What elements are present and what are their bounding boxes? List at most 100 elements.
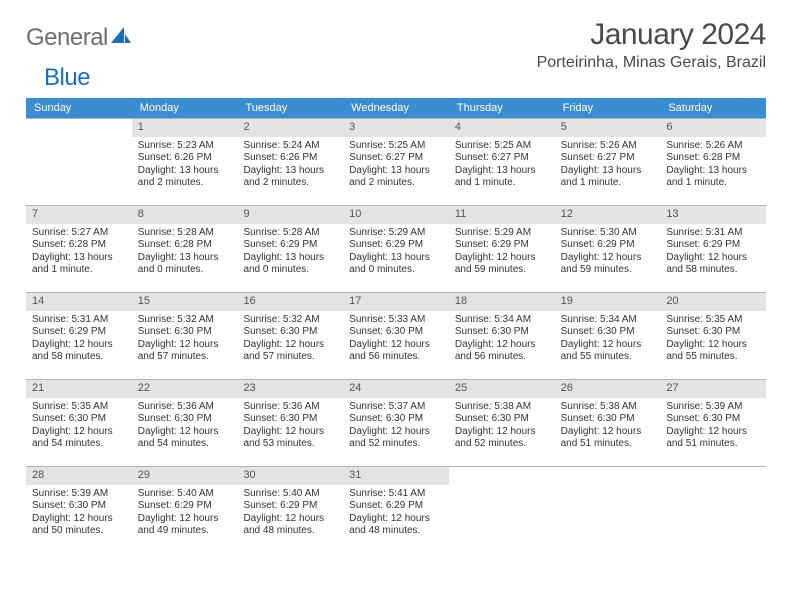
day-cell: 28Sunrise: 5:39 AMSunset: 6:30 PMDayligh… [26, 467, 132, 553]
daylight-text: Daylight: 12 hours and 52 minutes. [453, 426, 551, 451]
daylight-text: Daylight: 13 hours and 2 minutes. [241, 165, 339, 190]
sunset-text: Sunset: 6:26 PM [136, 152, 234, 165]
day-cell: 10Sunrise: 5:29 AMSunset: 6:29 PMDayligh… [343, 206, 449, 292]
day-cell: 8Sunrise: 5:28 AMSunset: 6:28 PMDaylight… [132, 206, 238, 292]
day-number: 9 [237, 206, 343, 224]
day-number [26, 119, 132, 137]
sunrise-text: Sunrise: 5:25 AM [347, 140, 445, 153]
day-cell: 15Sunrise: 5:32 AMSunset: 6:30 PMDayligh… [132, 293, 238, 379]
sunrise-text: Sunrise: 5:40 AM [136, 488, 234, 501]
sunrise-text: Sunrise: 5:26 AM [559, 140, 657, 153]
day-cell: 14Sunrise: 5:31 AMSunset: 6:29 PMDayligh… [26, 293, 132, 379]
day-number: 1 [132, 119, 238, 137]
daylight-text: Daylight: 12 hours and 59 minutes. [559, 252, 657, 277]
sunrise-text: Sunrise: 5:32 AM [241, 314, 339, 327]
sunset-text: Sunset: 6:29 PM [241, 239, 339, 252]
dow-mon: Monday [132, 98, 238, 118]
sunset-text: Sunset: 6:30 PM [241, 326, 339, 339]
logo: General [26, 18, 134, 52]
day-number [555, 467, 661, 485]
day-cell: 1 Sunrise: 5:23 AMSunset: 6:26 PMDaylight… [132, 119, 238, 205]
sunset-text: Sunset: 6:30 PM [453, 326, 551, 339]
sunset-text: Sunset: 6:30 PM [559, 326, 657, 339]
daylight-text: Daylight: 12 hours and 58 minutes. [30, 339, 128, 364]
day-number: 23 [237, 380, 343, 398]
day-number: 30 [237, 467, 343, 485]
day-number: 7 [26, 206, 132, 224]
sunrise-text: Sunrise: 5:38 AM [453, 401, 551, 414]
day-cell: 20Sunrise: 5:35 AMSunset: 6:30 PMDayligh… [660, 293, 766, 379]
daylight-text: Daylight: 12 hours and 53 minutes. [241, 426, 339, 451]
sunrise-text: Sunrise: 5:31 AM [664, 227, 762, 240]
sunset-text: Sunset: 6:30 PM [347, 326, 445, 339]
daylight-text: Daylight: 12 hours and 56 minutes. [347, 339, 445, 364]
sunset-text: Sunset: 6:30 PM [664, 413, 762, 426]
day-number: 28 [26, 467, 132, 485]
day-cell: 12Sunrise: 5:30 AMSunset: 6:29 PMDayligh… [555, 206, 661, 292]
daylight-text: Daylight: 13 hours and 0 minutes. [241, 252, 339, 277]
daylight-text: Daylight: 12 hours and 55 minutes. [559, 339, 657, 364]
dow-thu: Thursday [449, 98, 555, 118]
daylight-text: Daylight: 12 hours and 48 minutes. [347, 513, 445, 538]
sunrise-text: Sunrise: 5:38 AM [559, 401, 657, 414]
day-number: 12 [555, 206, 661, 224]
day-number: 17 [343, 293, 449, 311]
day-number: 22 [132, 380, 238, 398]
day-cell: 29Sunrise: 5:40 AMSunset: 6:29 PMDayligh… [132, 467, 238, 553]
daylight-text: Daylight: 12 hours and 49 minutes. [136, 513, 234, 538]
daylight-text: Daylight: 12 hours and 51 minutes. [559, 426, 657, 451]
day-number: 16 [237, 293, 343, 311]
daylight-text: Daylight: 13 hours and 2 minutes. [136, 165, 234, 190]
sunset-text: Sunset: 6:29 PM [347, 500, 445, 513]
daylight-text: Daylight: 12 hours and 54 minutes. [136, 426, 234, 451]
day-number: 8 [132, 206, 238, 224]
day-cell: 4 Sunrise: 5:25 AMSunset: 6:27 PMDaylight… [449, 119, 555, 205]
day-cell: 3Sunrise: 5:25 AMSunset: 6:27 PMDaylight… [343, 119, 449, 205]
sunrise-text: Sunrise: 5:39 AM [664, 401, 762, 414]
week-row: 28Sunrise: 5:39 AMSunset: 6:30 PMDayligh… [26, 466, 766, 553]
day-cell: 7Sunrise: 5:27 AMSunset: 6:28 PMDaylight… [26, 206, 132, 292]
day-cell: 6Sunrise: 5:26 AMSunset: 6:28 PMDaylight… [660, 119, 766, 205]
sunset-text: Sunset: 6:30 PM [347, 413, 445, 426]
daylight-text: Daylight: 13 hours and 2 minutes. [347, 165, 445, 190]
sunset-text: Sunset: 6:26 PM [241, 152, 339, 165]
day-cell: 11Sunrise: 5:29 AMSunset: 6:29 PMDayligh… [449, 206, 555, 292]
day-cell: 31Sunrise: 5:41 AMSunset: 6:29 PMDayligh… [343, 467, 449, 553]
day-cell [660, 467, 766, 553]
sunrise-text: Sunrise: 5:31 AM [30, 314, 128, 327]
day-cell: 19Sunrise: 5:34 AMSunset: 6:30 PMDayligh… [555, 293, 661, 379]
logo-text-1: General [26, 24, 108, 52]
day-cell: 17Sunrise: 5:33 AMSunset: 6:30 PMDayligh… [343, 293, 449, 379]
sunrise-text: Sunrise: 5:32 AM [136, 314, 234, 327]
daylight-text: Daylight: 13 hours and 1 minute. [453, 165, 551, 190]
logo-sail-icon [110, 25, 132, 52]
sunset-text: Sunset: 6:29 PM [136, 500, 234, 513]
day-number: 15 [132, 293, 238, 311]
sunrise-text: Sunrise: 5:36 AM [241, 401, 339, 414]
sunset-text: Sunset: 6:27 PM [453, 152, 551, 165]
daylight-text: Daylight: 12 hours and 57 minutes. [241, 339, 339, 364]
sunrise-text: Sunrise: 5:26 AM [664, 140, 762, 153]
sunrise-text: Sunrise: 5:34 AM [559, 314, 657, 327]
sunrise-text: Sunrise: 5:36 AM [136, 401, 234, 414]
daylight-text: Daylight: 12 hours and 58 minutes. [664, 252, 762, 277]
day-cell: 2Sunrise: 5:24 AMSunset: 6:26 PMDaylight… [237, 119, 343, 205]
daylight-text: Daylight: 12 hours and 48 minutes. [241, 513, 339, 538]
sunrise-text: Sunrise: 5:25 AM [453, 140, 551, 153]
daylight-text: Daylight: 12 hours and 54 minutes. [30, 426, 128, 451]
sunrise-text: Sunrise: 5:40 AM [241, 488, 339, 501]
day-number: 27 [660, 380, 766, 398]
day-cell: 16 Sunrise: 5:32 AMSunset: 6:30 PMDayligh… [237, 293, 343, 379]
sunset-text: Sunset: 6:30 PM [136, 326, 234, 339]
daylight-text: Daylight: 12 hours and 52 minutes. [347, 426, 445, 451]
sunrise-text: Sunrise: 5:23 AM [136, 140, 234, 153]
daylight-text: Daylight: 13 hours and 1 minute. [559, 165, 657, 190]
sunset-text: Sunset: 6:30 PM [30, 413, 128, 426]
week-row: 14Sunrise: 5:31 AMSunset: 6:29 PMDayligh… [26, 292, 766, 379]
day-number: 11 [449, 206, 555, 224]
location: Porteirinha, Minas Gerais, Brazil [537, 54, 766, 72]
sunrise-text: Sunrise: 5:28 AM [241, 227, 339, 240]
sunrise-text: Sunrise: 5:39 AM [30, 488, 128, 501]
day-number: 4 [449, 119, 555, 137]
week-row: 21Sunrise: 5:35 AMSunset: 6:30 PMDayligh… [26, 379, 766, 466]
